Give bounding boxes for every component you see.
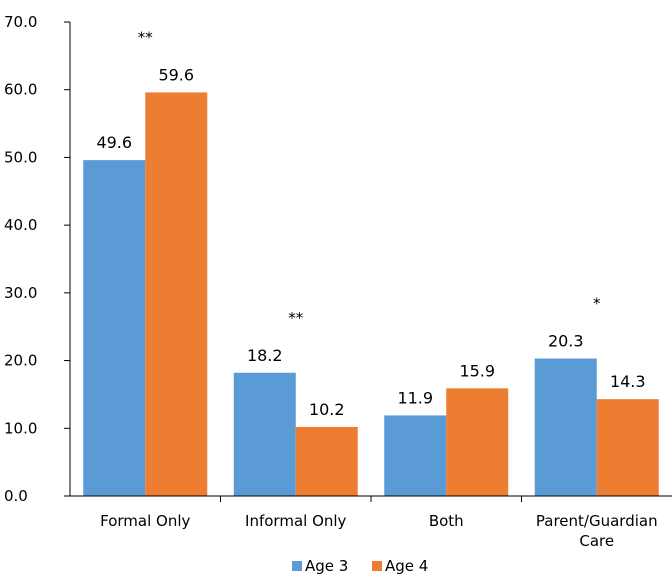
data-label: 14.3 (610, 372, 646, 391)
y-tick-label: 70.0 (4, 13, 37, 31)
y-tick-label: 10.0 (4, 419, 37, 437)
x-tick-label: Care (579, 532, 614, 550)
bar-age-4-2 (295, 426, 358, 496)
significance-marker: ** (138, 28, 154, 46)
bar-age-3-3 (384, 415, 447, 496)
significance-marker: * (593, 295, 601, 313)
data-labels-group: 49.618.211.920.359.610.215.914.3***** (96, 28, 645, 419)
y-tick-label: 50.0 (4, 148, 37, 166)
y-tick-label: 30.0 (4, 284, 37, 302)
bar-age-3-4 (534, 358, 597, 496)
bar-age-4-4 (596, 399, 659, 496)
bar-age-4-3 (446, 388, 509, 496)
data-label: 59.6 (158, 65, 194, 84)
bars-group (83, 92, 659, 497)
y-tick-label: 0.0 (4, 487, 28, 505)
legend-label: Age 4 (385, 557, 428, 575)
bar-age-3-1 (83, 160, 146, 496)
legend: Age 3 Age 4 (292, 557, 428, 575)
legend-label: Age 3 (305, 557, 348, 575)
x-tick-label: Informal Only (245, 512, 347, 530)
data-label: 20.3 (548, 332, 584, 351)
x-tick-label: Both (429, 512, 464, 530)
data-label: 10.2 (309, 400, 345, 419)
y-tick-label: 60.0 (4, 81, 37, 99)
significance-marker: ** (288, 309, 304, 327)
bar-age-3-2 (233, 372, 296, 496)
data-label: 15.9 (459, 361, 495, 380)
data-label: 11.9 (397, 388, 433, 407)
bar-age-4-1 (145, 92, 208, 497)
y-tick-label: 20.0 (4, 352, 37, 370)
y-tick-label: 40.0 (4, 216, 37, 234)
x-tick-label: Formal Only (100, 512, 190, 530)
x-tick-label: Parent/Guardian (536, 512, 658, 530)
axes-group: 0.0 10.0 20.0 30.0 40.0 50.0 60.0 70.0 Formal On… (4, 13, 672, 550)
legend-swatch-age-3 (292, 561, 302, 571)
data-label: 49.6 (96, 133, 132, 152)
legend-swatch-age-4 (372, 561, 382, 571)
data-label: 18.2 (247, 346, 283, 365)
